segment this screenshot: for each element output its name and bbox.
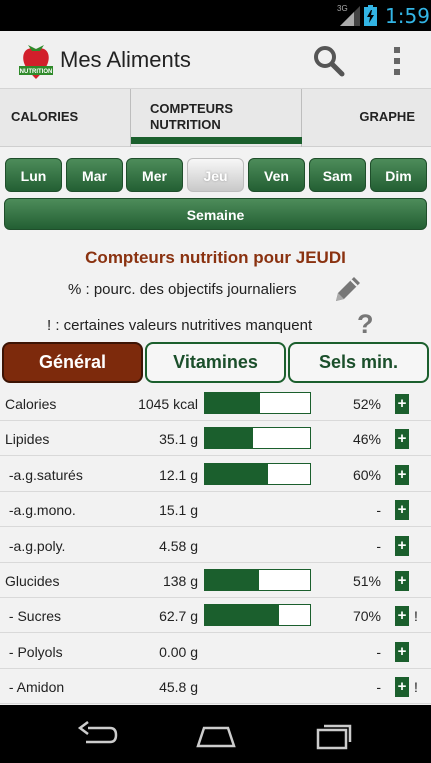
table-row: Glucides 138 g 51% + (0, 563, 431, 598)
nutrient-value: 12.1 g (159, 466, 198, 483)
nutrient-name: -a.g.saturés (5, 466, 83, 483)
progress-fill (205, 428, 254, 449)
tab-calories[interactable]: CALORIES (0, 89, 130, 147)
pencil-icon[interactable] (332, 273, 364, 305)
subtab-sels-min[interactable]: Sels min. (288, 342, 429, 383)
nutrient-value: 35.1 g (159, 431, 198, 448)
table-row: -a.g.saturés 12.1 g 60% + (0, 457, 431, 492)
table-row: Lipides 35.1 g 46% + (0, 421, 431, 457)
progress-fill (205, 570, 259, 590)
add-button[interactable]: + (395, 394, 409, 414)
nutrient-name: -a.g.mono. (5, 502, 76, 519)
nutrient-name: - Amidon (5, 679, 65, 696)
progress-bar (204, 462, 311, 485)
table-row: -a.g.poly. 4.58 g - + (0, 528, 431, 563)
table-row: Calories 1045 kcal 52% + (0, 386, 431, 421)
nutrient-name: -a.g.poly. (5, 537, 66, 554)
progress-bar (204, 604, 311, 627)
day-button-lun[interactable]: Lun (5, 158, 62, 192)
nutrient-percent: 70% (352, 608, 381, 625)
add-button[interactable]: + (395, 464, 409, 485)
nutrient-percent: 51% (352, 573, 381, 589)
tab-label: GRAPHE (359, 109, 415, 124)
nutrient-name: Lipides (5, 431, 50, 448)
page-heading: Compteurs nutrition pour JEUDI (85, 248, 346, 267)
progress-bar (204, 427, 311, 450)
progress-fill (205, 605, 279, 626)
nutrient-percent: 60% (352, 466, 381, 483)
table-row: -a.g.mono. 15.1 g - + (0, 492, 431, 528)
nutrient-name: Calories (5, 396, 57, 412)
overflow-menu-icon[interactable] (387, 44, 407, 78)
percent-legend: % : pourc. des objectifs journaliers (68, 281, 297, 298)
table-row: - Sucres 62.7 g 70% +! (0, 598, 431, 634)
home-icon[interactable] (194, 720, 238, 750)
nutrient-percent: - (376, 537, 381, 554)
week-button[interactable]: Semaine (4, 198, 427, 230)
selected-tab-indicator (131, 137, 302, 144)
tab-label: CALORIES (11, 109, 79, 124)
nutrient-percent: 52% (352, 396, 381, 412)
nutrient-name: - Sucres (5, 608, 62, 625)
day-button-mar[interactable]: Mar (66, 158, 123, 192)
nutrient-name: - Polyols (5, 643, 63, 660)
add-button[interactable]: + (395, 571, 409, 591)
nutrient-value: 45.8 g (159, 679, 198, 696)
progress-bar (204, 392, 311, 414)
app-title: Mes Aliments (60, 47, 191, 72)
nutrient-value: 62.7 g (159, 608, 198, 625)
day-button-dim[interactable]: Dim (370, 158, 427, 192)
add-button[interactable]: + (395, 641, 409, 662)
missing-values-legend: ! : certaines valeurs nutritives manquen… (47, 317, 313, 334)
tab-graph[interactable]: GRAPHE (302, 89, 431, 147)
missing-data-warning: ! (414, 679, 418, 696)
recent-apps-icon[interactable] (314, 720, 356, 750)
add-button[interactable]: + (395, 429, 409, 450)
network-type: 3G (337, 4, 348, 13)
day-button-mer[interactable]: Mer (126, 158, 183, 192)
navigation-bar (0, 705, 431, 763)
clock: 1:59 (385, 4, 430, 28)
day-button-ven[interactable]: Ven (248, 158, 305, 192)
help-icon[interactable]: ? (357, 309, 374, 339)
nutrient-value: 4.58 g (159, 537, 198, 554)
day-button-jeu[interactable]: Jeu (187, 158, 244, 192)
table-row: - Amidon 45.8 g - +! (0, 669, 431, 705)
status-bar: 3G 1:59 (0, 0, 431, 31)
back-icon[interactable] (76, 720, 118, 750)
missing-data-warning: ! (414, 608, 418, 625)
action-bar: NUTRITION Mes Aliments (0, 31, 431, 89)
progress-bar (204, 569, 311, 591)
nutrient-percent: 46% (352, 431, 381, 448)
battery-icon (364, 5, 377, 26)
progress-fill (205, 463, 268, 484)
nutrient-value: 15.1 g (159, 502, 198, 519)
nutrient-percent: - (376, 679, 381, 696)
nutrient-percent: - (376, 502, 381, 519)
add-button[interactable]: + (395, 500, 409, 521)
nutrient-percent: - (376, 643, 381, 660)
subtab-vitamines[interactable]: Vitamines (145, 342, 286, 383)
tab-nutrition-counters[interactable]: COMPTEURS NUTRITION (130, 89, 302, 147)
nutrient-value: 0.00 g (159, 643, 198, 660)
nutrient-value: 1045 kcal (138, 396, 198, 412)
app-logo[interactable]: NUTRITION (18, 39, 54, 81)
progress-fill (205, 393, 260, 413)
day-button-sam[interactable]: Sam (309, 158, 366, 192)
table-row: - Polyols 0.00 g - + (0, 634, 431, 669)
day-selector: Lun Mar Mer Jeu Ven Sam Dim (0, 155, 431, 195)
signal-icon (340, 6, 360, 26)
add-button[interactable]: + (395, 677, 409, 698)
main-tabs: CALORIES COMPTEURS NUTRITION GRAPHE (0, 89, 431, 147)
search-icon[interactable] (312, 44, 346, 78)
subtab-general[interactable]: Général (2, 342, 143, 383)
add-button[interactable]: + (395, 535, 409, 556)
tab-label: COMPTEURS NUTRITION (150, 101, 234, 132)
nutrient-value: 138 g (162, 573, 198, 589)
svg-text:NUTRITION: NUTRITION (20, 69, 53, 75)
nutrient-name: Glucides (5, 573, 60, 589)
add-button[interactable]: + (395, 606, 409, 627)
